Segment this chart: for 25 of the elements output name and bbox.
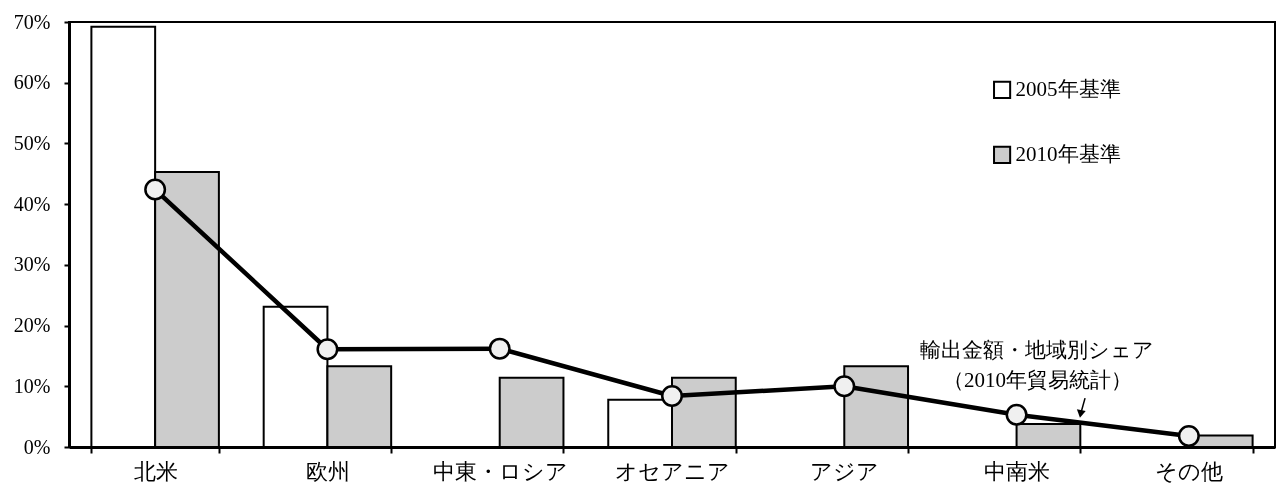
point	[1177, 425, 1200, 448]
point	[316, 338, 339, 361]
x-tick-label: アジア	[810, 458, 880, 484]
y-tick-label: 30%	[13, 253, 51, 276]
y-tick-label: 0%	[23, 435, 51, 458]
x-tick-label: 中東・ロシア	[432, 458, 568, 484]
point	[833, 375, 856, 398]
x-tick-label: その他	[1155, 458, 1224, 484]
series-label: 輸出金額・地域別シェア（2010年貿易統計）	[920, 337, 1155, 392]
y-tick-label: 70%	[13, 10, 51, 33]
x-tick-label: 中南米	[984, 458, 1051, 484]
y-tick-label: 40%	[13, 192, 51, 215]
y-tick-label: 20%	[13, 314, 51, 337]
x-tick-label: 北米	[133, 458, 178, 484]
point	[1005, 403, 1028, 426]
point	[144, 178, 167, 201]
point	[488, 337, 511, 360]
legend-label: 2010年基準	[1015, 141, 1121, 166]
legend-label: 2005年基準	[1015, 76, 1121, 101]
y-tick-label: 60%	[13, 71, 51, 94]
x-tick-label: 欧州	[305, 458, 350, 484]
x-tick-label: オセアニア	[615, 458, 730, 484]
y-tick-label: 50%	[13, 131, 51, 154]
y-tick-label: 10%	[13, 374, 51, 397]
point	[661, 385, 683, 407]
